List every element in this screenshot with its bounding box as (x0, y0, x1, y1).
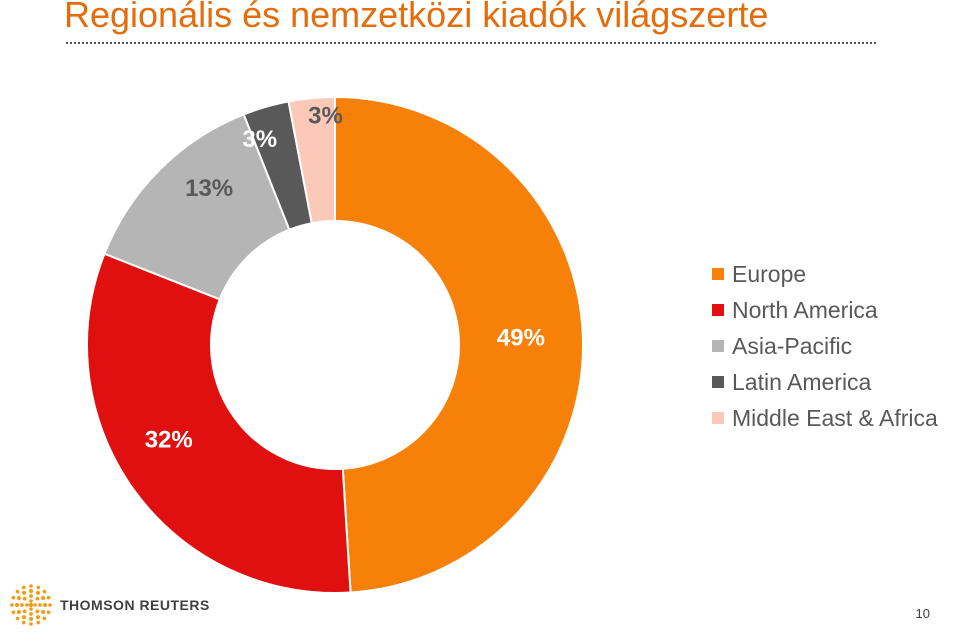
legend-item-latin-america: Latin America (712, 364, 938, 400)
legend-swatch (712, 340, 724, 352)
legend-label: Asia-Pacific (732, 332, 853, 359)
data-label-europe: 49% (497, 325, 545, 352)
data-label-middle-east-and-africa: 3% (308, 103, 343, 130)
donut-slice-middle-east-and-africa (287, 95, 336, 225)
company-logo: THOMSON REUTERS (10, 584, 210, 626)
donut-slice-europe (334, 95, 585, 594)
legend-item-middle-east-africa: Middle East & Africa (712, 400, 938, 436)
legend-swatch (712, 268, 724, 280)
legend-item-europe: Europe (712, 256, 938, 292)
legend-swatch (712, 376, 724, 388)
data-label-latin-america: 3% (242, 126, 277, 153)
legend-label: Middle East & Africa (732, 404, 938, 431)
logo-text: THOMSON REUTERS (60, 597, 210, 613)
donut-slice-asia-pacific (103, 113, 291, 301)
legend-swatch (712, 412, 724, 424)
donut-slice-north-america (86, 252, 352, 594)
legend-label: North America (732, 296, 878, 323)
data-label-asia-pacific: 13% (185, 175, 233, 202)
page-title: Regionális és nemzetközi kiadók világsze… (64, 0, 769, 35)
legend-swatch (712, 304, 724, 316)
thomson-reuters-logo-icon (10, 584, 52, 626)
legend-label: Europe (732, 260, 807, 287)
legend-item-north-america: North America (712, 292, 938, 328)
legend-item-asia-pacific: Asia-Pacific (712, 328, 938, 364)
page-number: 10 (915, 606, 930, 621)
chart-legend: Europe North America Asia-Pacific Latin … (712, 256, 938, 436)
legend-label: Latin America (732, 368, 872, 395)
data-label-north-america: 32% (145, 426, 193, 453)
title-divider (66, 42, 876, 44)
